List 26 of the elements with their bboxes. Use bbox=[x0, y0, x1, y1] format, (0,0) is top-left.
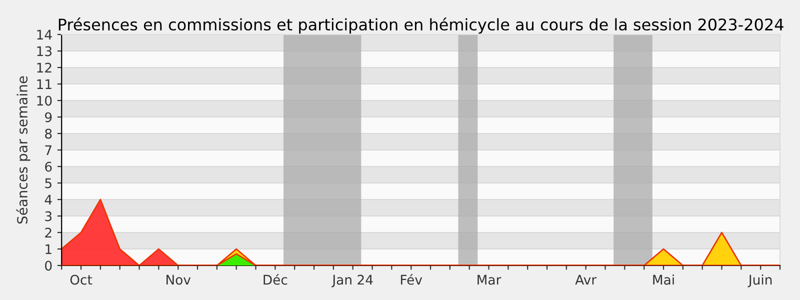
y-tick-label: 0 bbox=[45, 260, 52, 271]
x-tick-label: Fév bbox=[400, 274, 422, 285]
x-tick-label: Mai bbox=[653, 274, 674, 285]
y-tick-label: 12 bbox=[37, 62, 52, 73]
y-tick-label: 3 bbox=[45, 211, 52, 222]
y-tick-label: 2 bbox=[45, 228, 52, 238]
y-tick-label: 6 bbox=[45, 162, 52, 172]
y-tick-label: 10 bbox=[37, 96, 52, 106]
x-tick-label: Avr bbox=[575, 274, 597, 285]
y-tick-label: 1 bbox=[46, 244, 52, 254]
x-tick-label: Juin bbox=[748, 274, 772, 288]
y-tick-label: 9 bbox=[45, 112, 52, 122]
y-tick-label: 4 bbox=[44, 194, 52, 205]
y-tick-label: 13 bbox=[37, 46, 52, 56]
x-tick-label: Nov bbox=[166, 274, 191, 285]
x-tick-label: Jan 24 bbox=[332, 274, 373, 288]
y-tick-label: 7 bbox=[45, 145, 52, 156]
x-tick-label: Déc bbox=[264, 274, 288, 285]
y-tick-label: 11 bbox=[37, 79, 52, 90]
x-tick-label: Mar bbox=[478, 274, 502, 285]
y-axis-title: Séances par semaine bbox=[16, 76, 30, 224]
y-tick-label: 5 bbox=[45, 178, 52, 188]
y-tick-label: 14 bbox=[37, 30, 52, 40]
y-tick-label: 8 bbox=[45, 128, 52, 139]
x-tick-label: Oct bbox=[70, 274, 92, 285]
chart-title: Présences en commissions et participation en hémicycle au cours de la session 2023-2024 bbox=[58, 18, 784, 34]
